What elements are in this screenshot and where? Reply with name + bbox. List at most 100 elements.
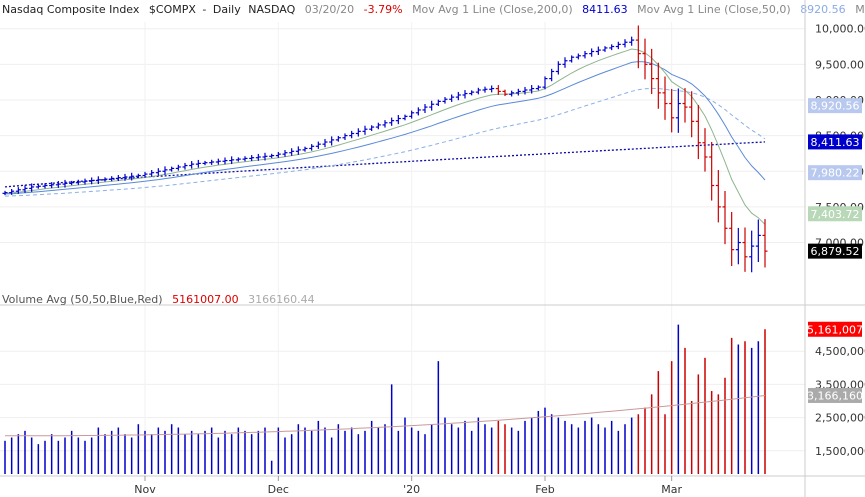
volume-header: Volume Avg (50,50,Blue,Red) 5161007.00 3… [2,293,315,306]
ma20-marker-label: 7,403.72 [811,208,860,221]
ohlc-bar [202,160,208,166]
last-marker-label: 6,879.52 [811,245,860,258]
ohlc-bar [515,88,521,96]
x-tick-label: '20 [403,483,420,496]
ohlc-bar [449,94,455,102]
ma200-marker-label: 8,411.63 [811,136,860,149]
ohlc-bar [109,176,115,182]
ohlc-bar [269,153,275,159]
ohlc-bar [289,148,295,156]
ohlc-bar [455,91,461,101]
ohlc-bar [162,166,168,175]
exchange: NASDAQ [248,3,295,16]
ohlc-bar [309,144,315,151]
period: Daily [213,3,241,16]
ohlc-bar [155,168,161,176]
date: 03/20/20 [305,3,354,16]
ohlc-bar [695,105,701,160]
ohlc-bar [435,99,441,107]
symbol: $COMPX [149,3,196,16]
ma200-line [4,141,766,188]
ohlc-bar [29,183,35,192]
x-tick-label: Dec [268,483,289,496]
ma50-label: Mov Avg 1 Line (Close,50,0) [637,3,791,16]
vol_avg-marker: 3,166,160 [807,387,863,403]
grid [0,22,805,476]
ohlc-bar [722,191,728,245]
ohlc-bar [669,88,675,133]
ohlc-bar [649,48,655,95]
ohlc-bar [135,173,141,179]
ma20-marker: 7,403.72 [808,206,862,222]
ohlc-bar [415,107,421,116]
volume-average-line [5,395,766,437]
ohlc-bar [242,156,248,162]
ema-label: Mov Avg Expo [855,3,865,16]
ohlc-bar [755,219,761,262]
ohlc-bar [429,100,435,111]
ohlc-bar [482,86,488,93]
ohlc-bar [469,90,475,96]
volume-value: 5161007.00 [172,293,238,306]
ma200-label: Mov Avg 1 Line (Close,200,0) [412,3,573,16]
ohlc-bar [569,55,575,63]
ohlc-bar [729,211,735,266]
vol_avg-marker-bg [808,387,862,403]
ohlc-bar [9,189,15,195]
ohlc-bar [322,138,328,148]
ohlc-bar [195,159,201,168]
ohlc-bar [362,125,368,135]
ohlc-bar [702,128,708,172]
ohlc-bar [582,51,588,59]
ohlc-bar [102,177,108,182]
ohlc-bar [89,177,95,185]
ohlc-bar [62,179,68,188]
ohlc-bar [389,117,395,126]
ma200-marker-bg [808,134,862,150]
ohlc-bar [529,85,535,94]
ema-line [4,87,766,197]
moving-averages [4,48,766,225]
ohlc-bar [615,41,621,50]
ohlc-bar [169,166,175,172]
index-name: Nasdaq Composite Index [2,3,140,16]
ohlc-bar [589,48,595,57]
ohlc-bar [349,130,355,139]
ohlc-bar [262,152,268,161]
change: -3.79% [364,3,403,16]
ohlc-bar [95,176,101,185]
ohlc-bar [35,184,41,189]
vol-marker: 5,161,007 [807,321,863,337]
ohlc-bar [22,185,28,193]
ohlc-bar [115,175,121,182]
ohlc-bar [15,187,21,194]
ohlc-bar [749,230,755,273]
vol_avg-marker-label: 3,166,160 [807,389,863,402]
ema-marker-label: 7,980.22 [811,167,860,180]
price-bars [2,25,768,273]
ema-marker: 7,980.22 [808,165,862,181]
ohlc-bar [49,182,55,189]
ohlc-bar [282,150,288,157]
ohlc-bar [622,39,628,48]
period-separator: - [202,3,206,16]
ohlc-bar [149,170,155,177]
ohlc-bar [742,227,748,272]
ohlc-bar [542,76,548,90]
ma200-marker: 8,411.63 [808,134,862,150]
ohlc-bar [682,88,688,123]
ma20-line [4,48,766,225]
ma20-marker-bg [808,206,862,222]
ohlc-bar [329,136,335,146]
ohlc-bar [382,120,388,128]
ma50-line [4,61,766,195]
ohlc-bar [55,181,61,188]
ohlc-bar [462,90,468,99]
ohlc-bar [475,87,481,95]
ohlc-bar [335,135,341,142]
ohlc-bar [715,170,721,223]
x-axis-ticks: Nov Dec '20 Feb Mar [134,476,683,496]
x-tick-label: Mar [661,483,682,496]
ohlc-bar [522,86,528,95]
